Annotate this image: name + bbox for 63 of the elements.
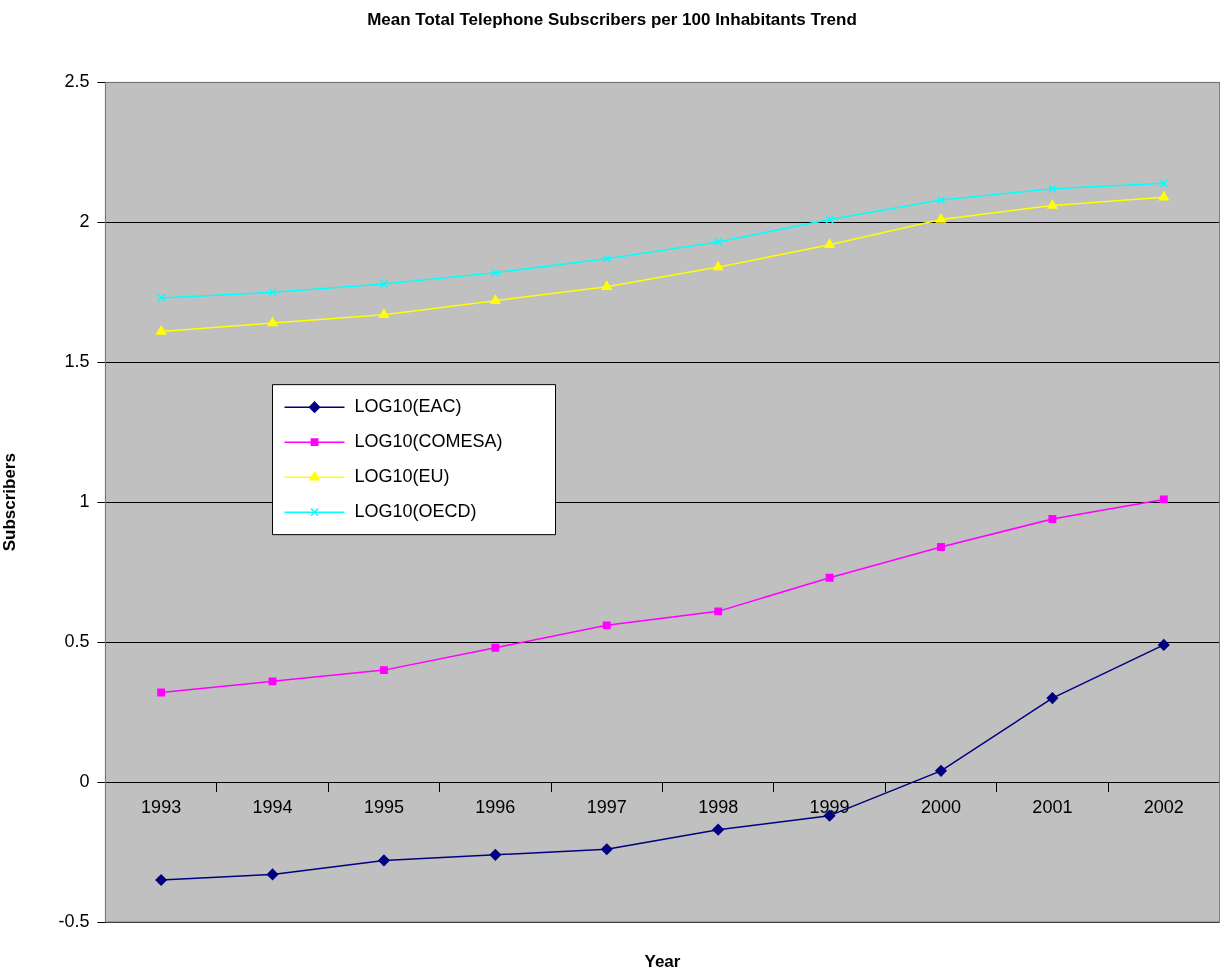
point [935,765,947,777]
point [712,823,724,836]
point [1046,692,1059,704]
point [713,237,723,247]
point [489,849,502,861]
y-tick-label: 0 [79,771,90,792]
y-tick-label: 1 [79,491,90,512]
point [714,607,723,616]
point [713,261,724,271]
x-tick-label: 1996 [475,796,516,817]
x-tick-label: 2002 [1143,796,1184,817]
point [378,308,390,318]
x-tick-label: 1998 [698,796,739,817]
point [378,854,390,867]
point [1048,184,1057,194]
point [602,254,612,263]
point [1158,191,1169,201]
point [491,268,500,277]
x-tick-label: 1997 [586,796,627,817]
y-tick-label: 2.5 [64,71,90,92]
point [1048,515,1057,523]
legend-label: LOG10(OECD) [354,501,477,522]
legend-label: LOG10(COMESA) [354,431,503,452]
point [825,215,834,224]
point [1159,495,1168,504]
point [935,213,947,223]
point [491,643,500,652]
chart-title: Mean Total Telephone Subscribers per 100 Inhabitants Trend [367,9,857,29]
point [937,543,945,551]
x-tick-label: 1993 [141,796,182,817]
y-axis-title: Subscribers [0,453,19,552]
point [936,195,946,205]
y-tick-label: 2 [79,211,90,232]
point [825,573,834,582]
legend-label: LOG10(EAC) [354,396,462,417]
point [379,279,389,289]
point [1159,178,1169,188]
x-tick-label: 2001 [1032,796,1073,817]
point [268,677,277,686]
x-tick-label: 1999 [809,796,850,817]
point [267,317,278,327]
x-tick-label: 1995 [363,796,404,817]
x-tick-label: 1994 [252,796,293,817]
point [490,294,501,304]
x-axis-title: Year [644,951,681,971]
y-tick-label: 1.5 [64,351,90,372]
point [602,621,611,630]
point [380,666,388,675]
point [266,868,279,881]
point [156,293,166,303]
y-tick-label: 0.5 [64,631,90,652]
point [1047,199,1058,209]
x-tick-label: 2000 [920,796,961,817]
point [268,288,277,297]
point [155,874,167,886]
legend-label: LOG10(EU) [354,466,450,487]
point [156,325,167,335]
point [601,843,613,855]
point [601,280,612,290]
point [824,238,835,248]
point [157,688,166,697]
y-tick-label: -0.5 [58,910,90,931]
point [1158,639,1170,651]
